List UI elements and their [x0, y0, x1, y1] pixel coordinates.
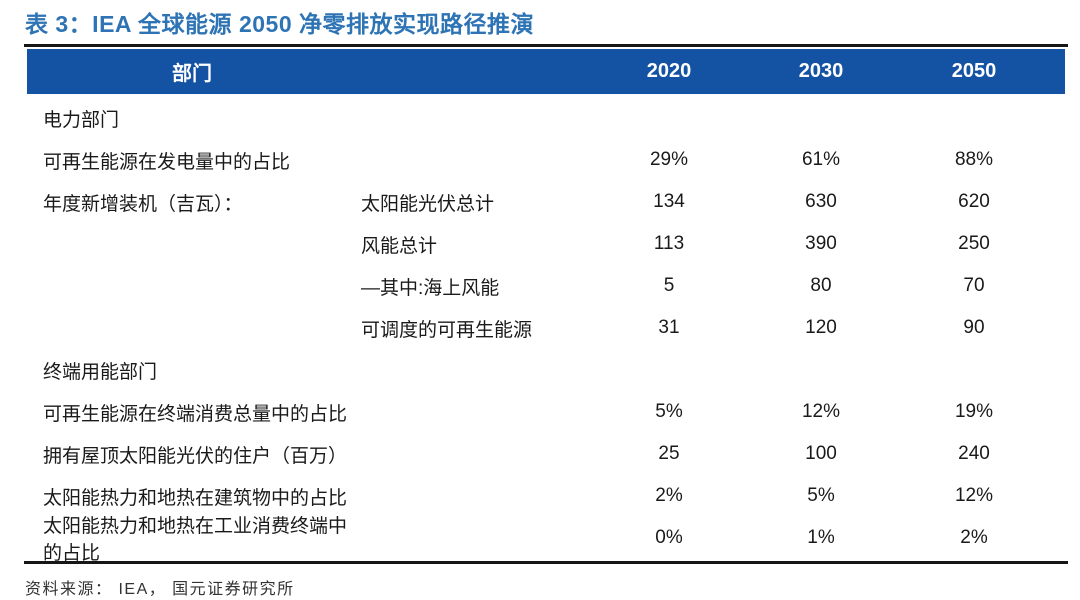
row-value-2030: 120 [805, 317, 837, 338]
row-value-2020: 2% [655, 485, 683, 506]
row-value-2020: 113 [653, 233, 685, 254]
row-label: 可再生能源在发电量中的占比 [43, 151, 291, 173]
table-title: 表 3：IEA 全球能源 2050 净零排放实现路径推演 [25, 11, 535, 37]
row-label: 电力部门 [43, 109, 120, 131]
table-row: 年度新增装机（吉瓦）： 太阳能光伏总计 134 630 620 [27, 181, 1065, 223]
row-label: 年度新增装机（吉瓦）： [43, 193, 243, 215]
row-value-2020: 25 [658, 443, 680, 464]
row-sublabel: 可调度的可再生能源 [361, 319, 533, 341]
table-row: 太阳能热力和地热在建筑物中的占比 2% 5% 12% [27, 475, 1065, 517]
row-value-2050: 90 [963, 317, 985, 338]
row-label: 太阳能热力和地热在建筑物中的占比 [43, 487, 348, 509]
table-row: 拥有屋顶太阳能光伏的住户（百万） 25 100 240 [27, 433, 1065, 475]
row-sublabel: 风能总计 [361, 235, 438, 257]
row-label: 终端用能部门 [43, 361, 158, 383]
row-value-2030: 5% [807, 485, 835, 506]
table-row: 终端用能部门 [27, 349, 1065, 391]
row-value-2020: 134 [653, 191, 685, 212]
table-header-row: 部门 2020 2030 2050 [27, 49, 1065, 94]
row-value-2030: 12% [801, 401, 841, 422]
header-cell-department: 部门 [172, 63, 212, 85]
row-value-2030: 1% [807, 527, 835, 548]
row-value-2020: 5% [655, 401, 683, 422]
header-cell-2030: 2030 [798, 60, 844, 82]
row-value-2020: 31 [658, 317, 680, 338]
header-cell-2050: 2050 [951, 60, 997, 82]
row-sublabel: 太阳能光伏总计 [361, 193, 495, 215]
data-table: 部门 2020 2030 2050 电力部门 可再生能源在发电量中的占比 29%… [24, 44, 1068, 564]
row-value-2050: 88% [954, 149, 994, 170]
row-sublabel: —其中:海上风能 [361, 277, 500, 299]
table-row: 可再生能源在终端消费总量中的占比 5% 12% 19% [27, 391, 1065, 433]
table-row: 电力部门 [27, 97, 1065, 139]
table-row: 可再生能源在发电量中的占比 29% 61% 88% [27, 139, 1065, 181]
row-value-2030: 630 [805, 191, 837, 212]
row-value-2050: 19% [954, 401, 994, 422]
row-label: 太阳能热力和地热在工业消费终端中的占比 [43, 516, 348, 564]
row-value-2050: 70 [963, 275, 985, 296]
row-label: 可再生能源在终端消费总量中的占比 [43, 403, 348, 425]
row-value-2050: 250 [958, 233, 990, 254]
header-cell-2020: 2020 [646, 60, 692, 82]
table-row: —其中:海上风能 5 80 70 [27, 265, 1065, 307]
row-value-2050: 240 [958, 443, 990, 464]
row-value-2020: 29% [649, 149, 689, 170]
table-row: 可调度的可再生能源 31 120 90 [27, 307, 1065, 349]
source-note: 资料来源： IEA， 国元证券研究所 [25, 581, 295, 598]
table-row: 太阳能热力和地热在工业消费终端中的占比 0% 1% 2% [27, 516, 1065, 564]
table-body: 电力部门 可再生能源在发电量中的占比 29% 61% 88% 年度新增装机（吉瓦… [24, 94, 1068, 564]
row-value-2030: 100 [805, 443, 837, 464]
row-value-2050: 620 [958, 191, 990, 212]
row-value-2050: 2% [960, 527, 988, 548]
row-value-2030: 80 [810, 275, 832, 296]
row-value-2020: 5 [663, 275, 675, 296]
row-label: 拥有屋顶太阳能光伏的住户（百万） [43, 445, 348, 467]
row-value-2030: 61% [801, 149, 841, 170]
row-value-2030: 390 [805, 233, 837, 254]
table-row: 风能总计 113 390 250 [27, 223, 1065, 265]
row-value-2050: 12% [954, 485, 994, 506]
row-value-2020: 0% [655, 527, 683, 548]
